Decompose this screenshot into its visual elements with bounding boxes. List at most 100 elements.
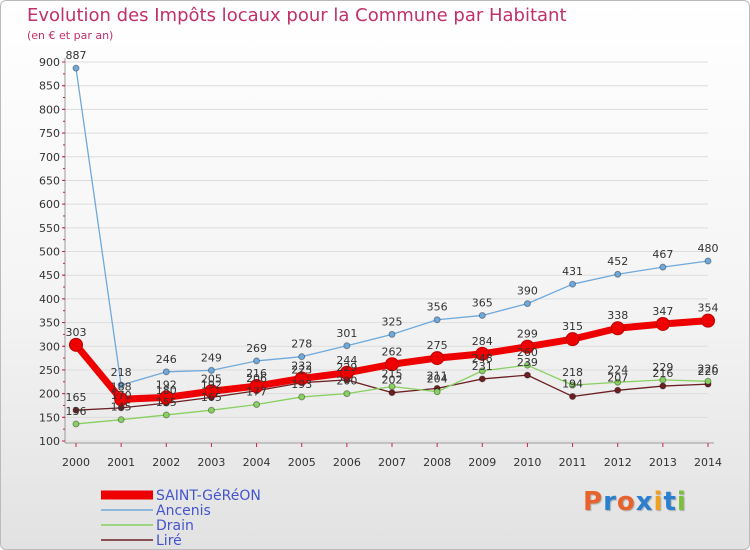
data-point	[614, 270, 622, 278]
data-label: 194	[562, 377, 583, 390]
data-point	[565, 332, 580, 347]
data-point	[162, 411, 170, 419]
data-label: 165	[201, 391, 222, 404]
data-point	[69, 337, 83, 352]
data-point	[433, 316, 441, 324]
x-tick-label: 2005	[288, 456, 316, 469]
x-tick-label: 2011	[559, 456, 587, 469]
data-label: 239	[517, 356, 538, 369]
data-label: 303	[66, 326, 87, 339]
data-label: 180	[156, 384, 177, 397]
data-label: 193	[291, 378, 312, 391]
data-label: 299	[517, 328, 538, 341]
y-tick-label: 500	[39, 246, 60, 259]
chart-title: Evolution des Impôts locaux pour la Comm…	[27, 5, 567, 26]
legend-label: SAINT-GéRéON	[156, 488, 261, 504]
data-label: 155	[156, 396, 177, 409]
data-label: 248	[472, 352, 493, 365]
logo-letter: t	[663, 487, 677, 517]
data-point	[704, 257, 712, 265]
data-point	[523, 361, 531, 369]
y-tick-label: 250	[39, 364, 60, 377]
data-point	[159, 390, 174, 405]
x-tick-label: 2014	[694, 456, 722, 469]
y-tick-label: 750	[39, 127, 60, 140]
data-label: 278	[291, 338, 312, 351]
data-label: 887	[66, 49, 87, 62]
y-tick-label: 900	[39, 56, 60, 69]
data-label: 284	[472, 335, 493, 348]
data-point	[523, 371, 531, 379]
data-point	[614, 378, 622, 386]
data-point	[72, 420, 80, 428]
data-point	[343, 390, 351, 398]
y-tick-label: 450	[39, 269, 60, 282]
x-axis-ticks: 2000 2001 2002 2003 2004 2005 2006 2007 2008 2009…	[62, 443, 722, 469]
data-point	[298, 353, 306, 361]
data-point	[659, 382, 667, 390]
data-label: 207	[607, 371, 628, 384]
data-point	[385, 357, 399, 372]
logo-letter: i	[653, 487, 664, 517]
y-tick-label: 350	[39, 317, 60, 330]
data-point	[249, 379, 264, 394]
data-label: 202	[382, 374, 403, 387]
data-point	[520, 339, 535, 354]
y-tick-label: 150	[39, 411, 60, 424]
data-label: 200	[336, 375, 357, 388]
data-label: 136	[66, 405, 87, 418]
data-label: 218	[111, 366, 132, 379]
x-tick-label: 2010	[513, 456, 541, 469]
y-tick-label: 550	[39, 222, 60, 235]
logo-letter: r	[603, 487, 617, 517]
data-label: 365	[472, 296, 493, 309]
data-label: 244	[336, 354, 357, 367]
y-tick-label: 200	[39, 388, 60, 401]
data-label: 165	[66, 391, 87, 404]
data-point	[704, 377, 712, 385]
data-point	[430, 351, 445, 366]
logo-letter: x	[635, 487, 654, 517]
x-tick-label: 2012	[604, 456, 632, 469]
y-tick-label: 600	[39, 198, 60, 211]
data-label: 231	[472, 360, 493, 373]
data-point	[298, 393, 306, 401]
data-point	[614, 386, 622, 394]
data-point	[388, 383, 396, 391]
data-point	[253, 401, 261, 409]
data-point	[72, 64, 80, 72]
data-point	[475, 346, 490, 361]
x-tick-label: 2001	[107, 456, 135, 469]
data-point	[569, 392, 577, 400]
y-tick-label: 700	[39, 151, 60, 164]
x-tick-label: 2002	[152, 456, 180, 469]
data-point	[388, 389, 396, 397]
data-label: 218	[562, 366, 583, 379]
data-label: 170	[111, 389, 132, 402]
logo-letter: i	[676, 487, 687, 517]
y-tick-label: 800	[39, 103, 60, 116]
y-tick-label: 300	[39, 340, 60, 353]
data-label: 216	[246, 367, 267, 380]
data-point	[72, 406, 80, 414]
data-point	[162, 368, 170, 376]
logo-letter: P	[583, 487, 604, 517]
proxiti-logo: Proxiti	[583, 487, 687, 517]
data-point	[294, 371, 309, 386]
data-point	[523, 300, 531, 308]
data-label: 338	[607, 309, 628, 322]
data-label: 452	[607, 255, 628, 268]
data-label: 480	[698, 242, 719, 255]
y-tick-label: 400	[39, 293, 60, 306]
data-point	[339, 365, 354, 380]
chart-subtitle: (en € et par an)	[27, 29, 114, 42]
data-point	[659, 376, 667, 384]
data-point	[114, 392, 129, 407]
data-point	[388, 330, 396, 338]
legend-label: Drain	[156, 518, 194, 534]
data-point	[478, 367, 486, 375]
data-label: 216	[652, 367, 673, 380]
